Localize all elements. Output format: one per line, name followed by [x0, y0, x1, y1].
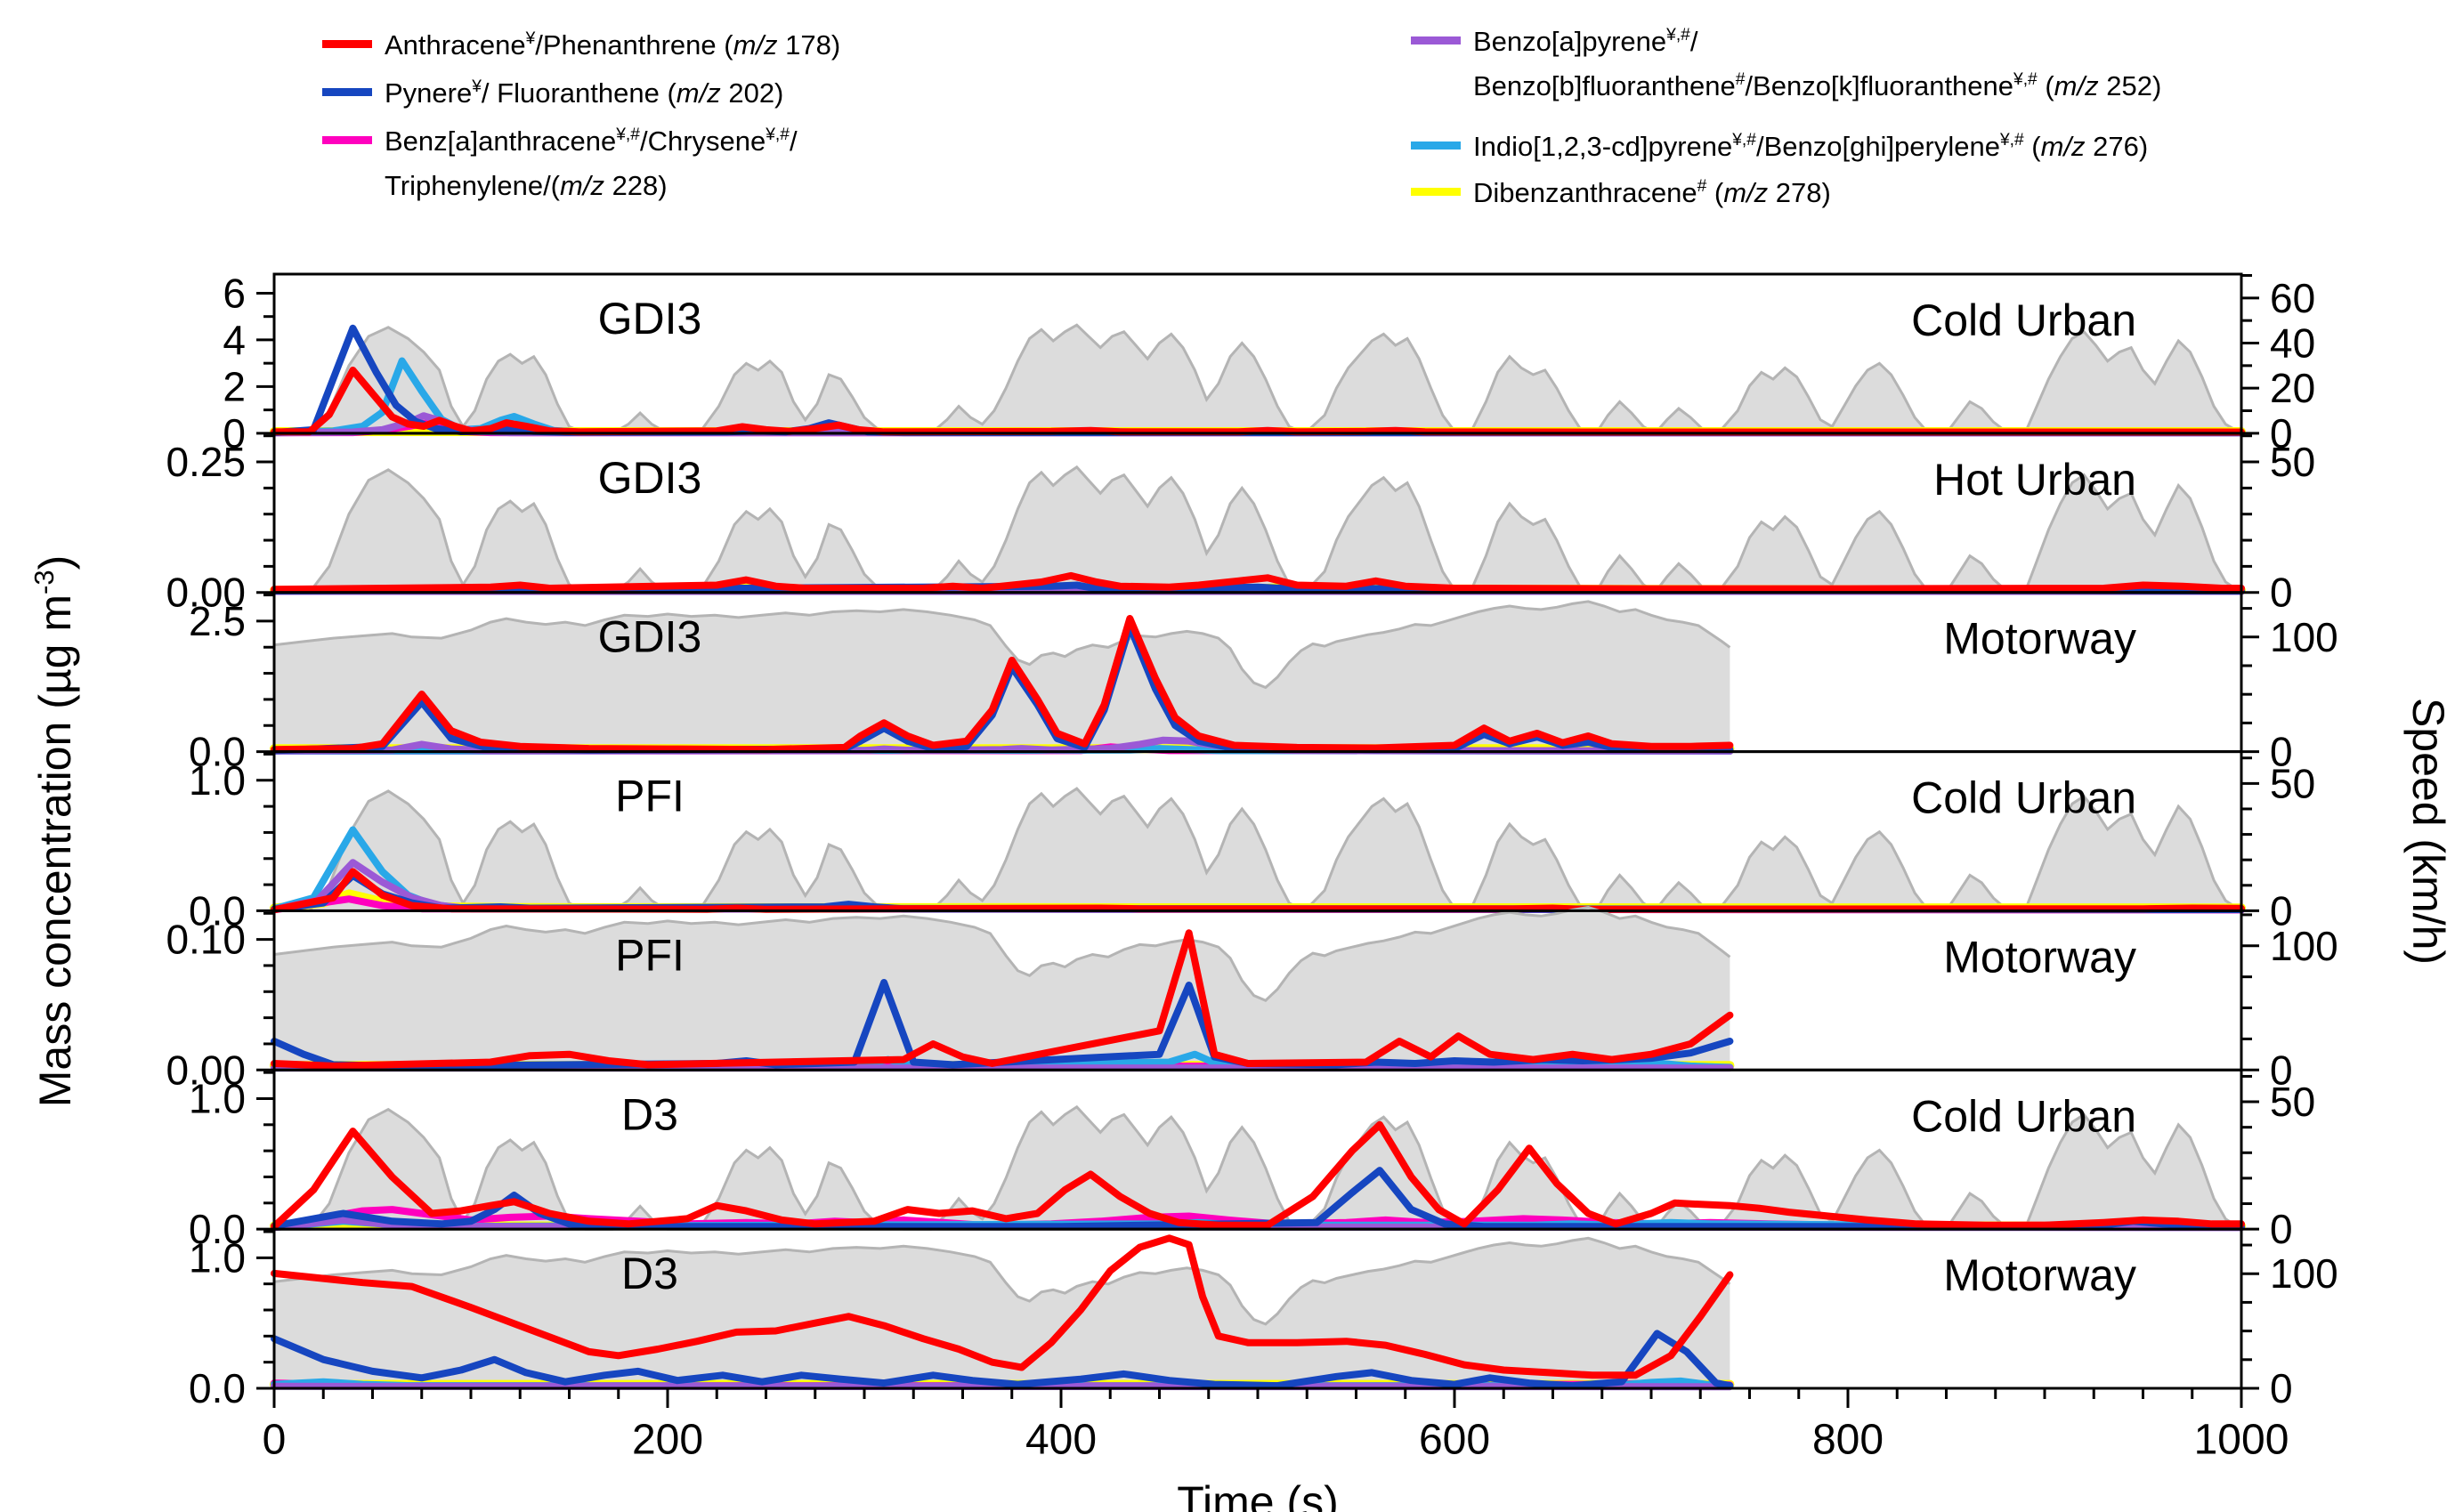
legend-swatch-m228	[322, 136, 372, 144]
right-tick-label: 40	[2270, 320, 2315, 367]
legend-entry-m278: Dibenzanthracene# (m/z 278)	[1411, 171, 1831, 215]
right-tick-label: 0	[2270, 1365, 2293, 1411]
legend-swatch-m276	[1411, 141, 1461, 150]
condition-label: Motorway	[1943, 614, 2136, 664]
left-tick-label: 0.25	[166, 439, 246, 485]
series-m178-line	[271, 1234, 1734, 1379]
speed-area	[274, 325, 2241, 433]
engine-label: PFI	[615, 930, 685, 980]
x-axis: 0 200 400 600 800 1000	[263, 1388, 2289, 1464]
panel-6-D3-cold-urban: 0.0 1.0 0 50 D3 Cold Urban	[189, 1068, 2315, 1252]
legend-swatch-m252	[1411, 36, 1461, 44]
x-tick-label: 800	[1812, 1417, 1884, 1464]
right-tick-label: 0	[2270, 887, 2293, 934]
legend-entry-m202: Pynere¥/ Fluoranthene (m/z 202)	[322, 71, 783, 116]
right-tick-label: 0	[2270, 570, 2293, 616]
left-tick-label: 0	[223, 410, 246, 457]
condition-label: Hot Urban	[1933, 455, 2136, 505]
legend-swatch-m202	[322, 88, 372, 96]
left-tick-label: 1.0	[189, 1234, 246, 1281]
panel-2-GDI3-hot-urban: 0.00 0.25 0 50 GDI3 Hot Urban	[166, 432, 2315, 616]
right-tick-label: 100	[2270, 1250, 2338, 1297]
speed-line	[273, 905, 1731, 1002]
legend-swatch-m278	[1411, 188, 1461, 196]
engine-label: D3	[621, 1089, 678, 1139]
legend-label-m278: Dibenzanthracene# (m/z 278)	[1473, 177, 1831, 208]
left-tick-label: 0.00	[166, 1047, 246, 1093]
left-tick-label: 0.10	[166, 917, 246, 963]
left-tick-label: 6	[223, 270, 246, 316]
series-m178-line	[271, 367, 2245, 436]
right-tick-label: 0	[2270, 1047, 2293, 1093]
right-tick-label: 0	[2270, 410, 2293, 457]
engine-label: GDI3	[598, 612, 702, 662]
left-tick-label: 0.0	[189, 1206, 246, 1252]
condition-label: Cold Urban	[1911, 1091, 2136, 1141]
x-tick-label: 0	[263, 1417, 287, 1464]
series-m202-line	[271, 1330, 1734, 1390]
legend-label-m178: Anthracene¥/Phenanthrene (m/z 178)	[385, 29, 841, 61]
left-tick-label: 2.5	[189, 598, 246, 644]
legend-label-m276: Indio[1,2,3-cd]pyrene¥,#/Benzo[ghi]peryl…	[1473, 131, 2149, 162]
legend-label-m202: Pynere¥/ Fluoranthene (m/z 202)	[385, 77, 784, 109]
engine-label: GDI3	[598, 294, 702, 344]
y-axis-title-right: Speed (km/h)	[2403, 697, 2453, 966]
panel-4-PFI-cold-urban: 0.0 1.0 0 50 PFI Cold Urban	[189, 750, 2315, 934]
speed-area	[274, 907, 1730, 1071]
x-tick-label: 600	[1419, 1417, 1490, 1464]
right-tick-label: 100	[2270, 923, 2338, 969]
x-tick-label: 400	[1025, 1417, 1097, 1464]
condition-label: Cold Urban	[1911, 773, 2136, 823]
legend-entry-m228: Benz[a]anthracene¥,#/Chrysene¥,#/Triphen…	[322, 119, 798, 207]
left-tick-label: 1.0	[189, 1075, 246, 1121]
x-tick-label: 1000	[2194, 1417, 2289, 1464]
right-tick-label: 50	[2270, 1079, 2315, 1125]
left-tick-label: 0.0	[189, 1365, 246, 1411]
series-m178-line	[271, 615, 1734, 754]
legend-entry-m178: Anthracene¥/Phenanthrene (m/z 178)	[322, 23, 840, 68]
series-m178-line	[271, 1120, 2245, 1231]
series-m178-line	[271, 929, 1734, 1070]
right-tick-label: 0	[2270, 1206, 2293, 1252]
right-tick-label: 50	[2270, 439, 2315, 485]
right-tick-label: 50	[2270, 760, 2315, 806]
x-tick-label: 200	[632, 1417, 703, 1464]
series-m178-line	[271, 868, 2245, 914]
y-axis-title-left: Mass concentration (µg m-3)	[28, 554, 80, 1108]
right-tick-label: 20	[2270, 365, 2315, 411]
right-tick-label: 0	[2270, 729, 2293, 775]
engine-label: GDI3	[598, 453, 702, 503]
condition-label: Motorway	[1943, 1250, 2136, 1300]
left-tick-label: 0.00	[166, 570, 246, 616]
left-tick-label: 0.0	[189, 729, 246, 775]
left-tick-label: 0.0	[189, 887, 246, 934]
left-tick-label: 4	[223, 317, 246, 363]
legend-entry-m252: Benzo[a]pyrene¥,#/Benzo[b]fluoranthene#/…	[1411, 20, 2161, 108]
left-tick-label: 2	[223, 363, 246, 409]
speed-area	[274, 466, 2241, 593]
legend-label-m252: Benzo[a]pyrene¥,#/Benzo[b]fluoranthene#/…	[1473, 26, 2162, 101]
right-tick-label: 100	[2270, 614, 2338, 660]
panel-5-PFI-motorway: 0.00 0.10 0 100 PFI Motorway	[166, 905, 2338, 1093]
series-m178-line	[271, 571, 2245, 594]
panel-7-D3-motorway: 0.0 1.0 0 100 D3 Motorway	[189, 1227, 2338, 1411]
speed-line	[273, 1236, 1731, 1326]
speed-area	[274, 788, 2241, 911]
legend-swatch-m178	[322, 40, 372, 48]
speed-area	[274, 1106, 2241, 1230]
right-tick-label: 60	[2270, 275, 2315, 321]
condition-label: Cold Urban	[1911, 295, 2136, 345]
panel-3-GDI3-motorway: 0.0 2.5 0 100 GDI3 Motorway	[189, 591, 2338, 775]
engine-label: PFI	[615, 772, 685, 821]
x-axis-title: Time (s)	[1177, 1477, 1339, 1512]
series-m202-line	[271, 1167, 2245, 1231]
condition-label: Motorway	[1943, 932, 2136, 982]
legend-label-m228: Benz[a]anthracene¥,#/Chrysene¥,#/Triphen…	[385, 125, 798, 201]
left-tick-label: 1.0	[189, 757, 246, 804]
engine-label: D3	[621, 1249, 678, 1298]
legend-entry-m276: Indio[1,2,3-cd]pyrene¥,#/Benzo[ghi]peryl…	[1411, 125, 2148, 169]
